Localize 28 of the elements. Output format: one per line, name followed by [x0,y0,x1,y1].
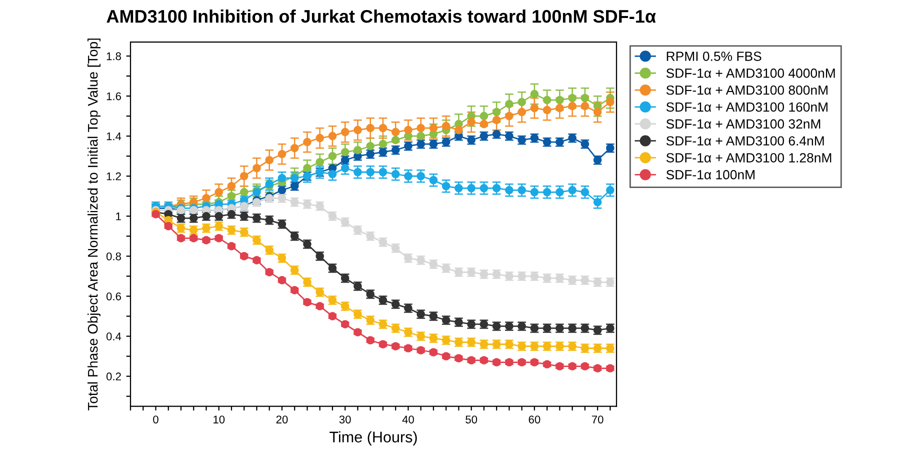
x-axis-title: Time (Hours) [330,431,417,446]
legend-label: SDF-1α + AMD3100 6.4nM [666,136,824,146]
x-tick-label: 50 [466,416,478,424]
legend-label: SDF-1α + AMD3100 1.28nM [666,153,832,162]
y-tick-label: 1.6 [106,92,121,100]
x-tick-label: 0 [153,416,158,424]
y-tick-label: 1.8 [106,52,121,60]
legend-label: SDF-1α 100nM [666,170,754,180]
y-axis-title: Total Phase Object Area Normalized to Initial Top Value [Top] [88,38,100,410]
legend-label: SDF-1α + AMD3100 4000nM [666,68,835,78]
x-tick-label: 60 [528,416,540,424]
x-tick-label: 20 [276,416,288,424]
legend-label: SDF-1α + AMD3100 32nM [666,119,820,129]
legend-label: SDF-1α + AMD3100 160nM [666,102,828,112]
legend-label: SDF-1α + AMD3100 800nM [666,85,828,95]
x-tick-label: 70 [592,416,604,424]
y-tick-label: 1 [116,212,121,220]
chart-title: AMD3100 Inhibition of Jurkat Chemotaxis toward 100nM SDF-1α [106,10,656,23]
y-tick-label: 0.2 [106,372,121,380]
legend-label: RPMI 0.5% FBS [666,52,762,61]
y-tick-label: 1.4 [106,132,122,140]
y-tick-label: 0.8 [106,252,121,260]
y-tick-label: 1.2 [106,172,121,180]
x-tick-label: 30 [339,416,351,424]
x-tick-label: 10 [214,416,225,424]
y-tick-label: 0.4 [106,332,122,340]
x-tick-label: 40 [402,416,414,424]
y-tick-label: 0.6 [106,292,121,300]
